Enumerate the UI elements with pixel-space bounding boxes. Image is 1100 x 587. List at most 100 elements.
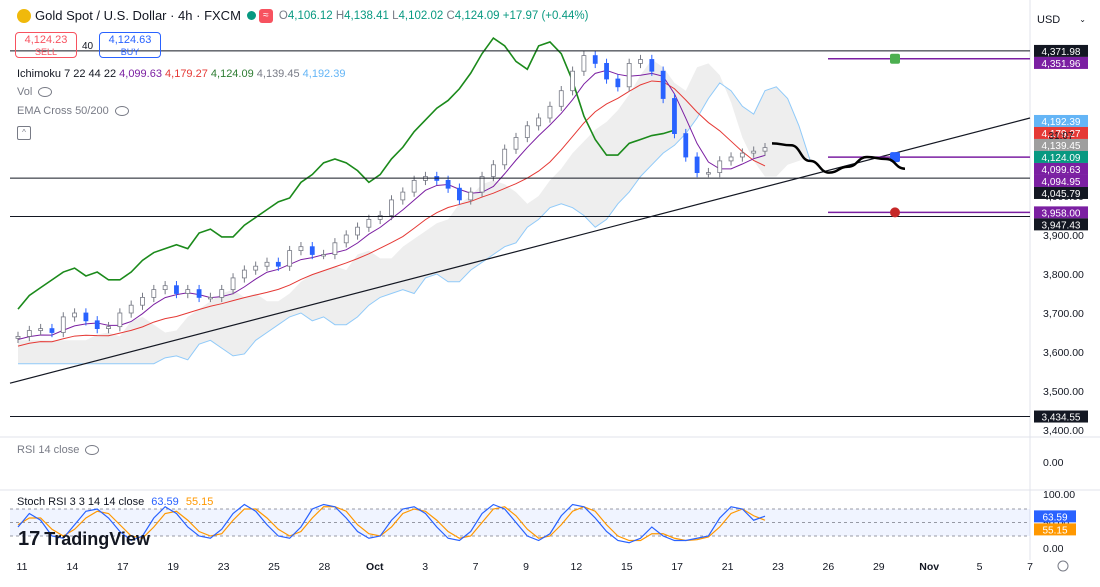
forecast-path-drawing[interactable]	[771, 142, 906, 174]
candle-body	[728, 156, 734, 162]
time-tick-label: 26	[823, 561, 835, 573]
candle-body	[502, 148, 508, 166]
price-label-tag	[1034, 174, 1088, 187]
entry-marker-icon[interactable]	[890, 152, 900, 163]
candle-body	[174, 285, 179, 294]
candle-body	[389, 199, 394, 216]
price-tick-label: 3,900.00	[1043, 230, 1084, 242]
candle-body	[411, 179, 417, 193]
ohlc-readout: O4,106.12 H4,138.41 L4,102.02 C4,124.09 …	[278, 9, 589, 22]
candle-body	[355, 226, 360, 236]
price-label-tag	[1034, 126, 1088, 139]
price-tick-label: 3,700.00	[1043, 308, 1084, 320]
ichimoku-legend[interactable]: Ichimoku 7 22 44 22 4,099.63 4,179.27 4,…	[17, 68, 346, 80]
candle-body	[660, 70, 666, 99]
chikou-span-line	[17, 36, 675, 310]
candle-body	[581, 55, 587, 72]
candle-body	[275, 261, 281, 267]
time-tick-label: 23	[772, 561, 784, 573]
candle-body	[128, 304, 134, 314]
price-label-tag	[1034, 410, 1088, 423]
chart-header: Gold Spot / U.S. Dollar · 4h · FXCM ≈ O4…	[17, 8, 588, 23]
price-label-tag	[1034, 186, 1088, 199]
candle-body	[626, 63, 632, 88]
price-label-text: 4,094.95	[1042, 177, 1081, 188]
ascending-trendline	[9, 117, 1031, 384]
candle-body	[683, 133, 689, 158]
sell-button[interactable]: 4,124.23 SELL	[15, 32, 77, 58]
candle-body	[15, 335, 21, 339]
hidden-eye-icon[interactable]	[85, 445, 100, 456]
time-tick-label: 23	[218, 561, 230, 573]
stoch-legend[interactable]: Stoch RSI 3 3 14 14 close 63.59 55.15	[17, 496, 214, 508]
time-tick-label: 28	[319, 561, 331, 573]
candle-body	[38, 328, 44, 331]
candle-body	[140, 296, 145, 306]
rsi-legend[interactable]: RSI 14 close	[17, 444, 100, 456]
price-label-tag	[1034, 218, 1088, 231]
candle-body	[694, 156, 700, 173]
settings-gear-icon[interactable]	[1057, 560, 1069, 572]
stoch-d-line	[17, 506, 766, 542]
stoch-tick-label: 0.00	[1043, 543, 1064, 555]
candle-body	[558, 90, 564, 107]
hidden-eye-icon[interactable]	[114, 106, 129, 117]
candle-body	[49, 328, 55, 333]
price-label-tag	[1034, 162, 1088, 175]
candle-body	[592, 55, 598, 64]
vol-legend[interactable]: Vol	[17, 86, 53, 98]
candle-body	[717, 160, 723, 173]
time-tick-label: 17	[671, 561, 683, 573]
tradingview-mark-icon: 17	[18, 528, 41, 550]
buy-button[interactable]: 4,124.63 BUY	[99, 32, 161, 58]
currency-select[interactable]: USD ⌄	[1037, 11, 1089, 29]
stoch-d-tag-text: 55.15	[1042, 525, 1067, 536]
candle-body	[615, 78, 621, 88]
candle-body	[490, 164, 496, 177]
candle-body	[162, 285, 168, 291]
candle-body	[83, 312, 89, 322]
candle-body	[151, 289, 157, 298]
time-tick-label: 17	[117, 561, 129, 573]
candle-body	[524, 125, 530, 138]
candle-body	[264, 261, 270, 267]
take-profit-check-icon[interactable]	[890, 53, 900, 64]
candle-body	[762, 147, 768, 152]
rsi-tick-label: 0.00	[1043, 457, 1064, 469]
candle-body	[219, 289, 225, 298]
price-label-text: 3,434.55	[1042, 413, 1081, 424]
price-label-tag	[1034, 150, 1088, 163]
time-tick-label: 7	[473, 561, 479, 573]
badge-icon[interactable]: ≈	[258, 8, 273, 23]
price-tick-label: 3,500.00	[1043, 386, 1084, 398]
candle-body	[196, 289, 202, 298]
hidden-eye-icon[interactable]	[38, 87, 53, 98]
candle-body	[298, 246, 304, 251]
time-tick-label: 12	[571, 561, 583, 573]
time-tick-label: 15	[621, 561, 633, 573]
chevron-down-icon: ⌄	[1079, 15, 1086, 24]
candle-body	[60, 316, 66, 333]
candle-body	[72, 312, 77, 318]
candle-body	[638, 59, 643, 64]
candle-body	[106, 326, 111, 329]
price-label-tag	[1034, 138, 1088, 151]
price-label-text: 4,099.63	[1042, 165, 1081, 176]
stoch-k-line	[17, 503, 766, 544]
symbol-title[interactable]: Gold Spot / U.S. Dollar · 4h · FXCM	[35, 8, 241, 23]
candle-body	[241, 269, 247, 279]
candle-body	[739, 152, 745, 158]
ema-legend[interactable]: EMA Cross 50/200	[17, 105, 129, 117]
collapse-legend-button[interactable]: ^	[17, 126, 31, 140]
price-label-tag	[1034, 114, 1088, 127]
price-label-text: 4,179.27	[1042, 129, 1081, 140]
candle-body	[479, 176, 485, 193]
stoch-k-tag	[1034, 510, 1076, 523]
candle-body	[751, 150, 757, 154]
price-tick-label: 3,400.00	[1043, 425, 1084, 437]
stop-loss-marker-icon[interactable]	[890, 207, 900, 218]
gold-coin-icon	[17, 8, 31, 23]
price-label-text: 4,124.09	[1042, 153, 1081, 164]
candle-body	[185, 289, 191, 294]
